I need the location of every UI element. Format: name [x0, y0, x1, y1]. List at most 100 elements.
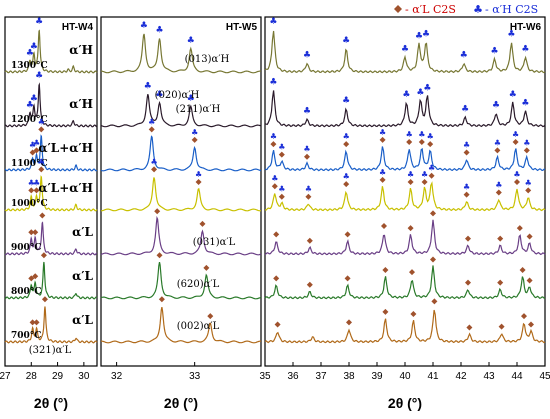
alpha-l-marker [154, 208, 161, 215]
alpha-h-marker: ♣ [491, 46, 499, 56]
miller-index-annotation: (031)α′L [193, 237, 236, 248]
alpha-h-marker: ♣ [270, 132, 277, 141]
alpha-l-marker [526, 277, 533, 284]
alpha-l-marker [528, 321, 534, 328]
xrd-trace-2 [4, 82, 98, 128]
xrd-trace-4 [101, 177, 262, 212]
alpha-l-marker [29, 319, 36, 326]
x-tick-label: 33 [189, 371, 201, 382]
alpha-h-marker: ♣ [342, 96, 350, 106]
alpha-l-marker [278, 151, 285, 158]
alpha-h-marker: ♣ [513, 170, 520, 179]
miller-index-annotation: (002)α′L [177, 321, 220, 332]
alpha-l-marker [306, 281, 313, 288]
alpha-l-marker [382, 308, 389, 315]
x-tick-label: 42 [455, 371, 467, 382]
alpha-h-marker: ♣ [150, 157, 157, 166]
alpha-l-marker [38, 166, 45, 173]
phase-label: α′L [72, 313, 93, 327]
alpha-l-marker [32, 273, 39, 280]
xrd-trace-5 [264, 219, 546, 256]
xrd-trace-4 [4, 175, 98, 212]
xrd-trace-5 [100, 215, 262, 256]
panel-title: HT-W6 [510, 22, 542, 33]
legend-club-icon: ♣ [473, 3, 483, 16]
alpha-l-marker [148, 126, 155, 133]
alpha-l-marker [512, 139, 519, 145]
alpha-h-marker: ♣ [303, 145, 310, 154]
alpha-h-marker: ♣ [303, 51, 311, 61]
alpha-l-marker [191, 136, 198, 143]
temperature-label: 1300°C [11, 61, 48, 71]
alpha-l-marker [29, 149, 36, 156]
miller-index-annotation: (020)α′H [155, 90, 200, 101]
alpha-h-marker: ♣ [26, 49, 34, 59]
xrd-trace-3 [100, 135, 262, 172]
alpha-h-marker: ♣ [35, 71, 43, 81]
alpha-h-marker: ♣ [278, 185, 285, 194]
alpha-h-marker: ♣ [379, 168, 386, 177]
temperature-label: 1200°C [11, 115, 48, 125]
alpha-h-marker: ♣ [187, 36, 195, 46]
x-axis-label: 2θ (°) [388, 395, 422, 411]
alpha-h-marker: ♣ [33, 138, 40, 147]
phase-label: α′L+α′H [38, 141, 93, 155]
alpha-l-marker [521, 313, 527, 320]
alpha-h-marker: ♣ [512, 130, 519, 139]
x-tick-label: 43 [483, 371, 495, 382]
alpha-h-marker: ♣ [507, 30, 515, 40]
alpha-l-marker [381, 223, 387, 229]
alpha-l-marker [427, 141, 434, 148]
alpha-h-marker: ♣ [195, 170, 202, 179]
alpha-h-marker: ♣ [418, 130, 425, 139]
alpha-h-marker: ♣ [422, 30, 430, 40]
x-tick-label: 27 [0, 371, 11, 382]
alpha-l-marker [158, 296, 165, 303]
xrd-trace-4 [264, 181, 546, 212]
temperature-label: 1100°C [11, 159, 48, 169]
alpha-h-marker: ♣ [427, 132, 434, 141]
alpha-l-marker [382, 267, 389, 273]
alpha-l-marker [343, 181, 350, 188]
alpha-l-marker [343, 141, 350, 148]
alpha-h-marker: ♣ [191, 128, 198, 137]
alpha-h-marker: ♣ [492, 100, 500, 110]
alpha-l-marker [430, 256, 436, 263]
alpha-l-marker [495, 189, 502, 196]
temperature-label: 1000°C [11, 199, 48, 209]
alpha-h-marker: ♣ [29, 141, 36, 150]
alpha-l-marker [39, 212, 46, 219]
alpha-h-marker: ♣ [28, 178, 35, 187]
alpha-l-marker [38, 126, 45, 133]
alpha-l-marker [274, 321, 281, 328]
xrd-trace-1 [4, 29, 98, 74]
alpha-h-marker: ♣ [521, 44, 529, 54]
alpha-h-marker: ♣ [30, 42, 38, 52]
xrd-trace-7 [101, 306, 261, 344]
x-tick-label: 44 [511, 371, 523, 382]
alpha-l-marker [516, 225, 523, 232]
legend-entry: - α′H C2S [485, 3, 538, 16]
legend-diamond-icon [394, 5, 402, 13]
alpha-h-marker: ♣ [38, 157, 45, 166]
alpha-h-marker: ♣ [343, 172, 350, 181]
x-tick-label: 45 [539, 371, 550, 382]
phase-label: α′L [72, 269, 93, 283]
alpha-h-marker: ♣ [416, 88, 424, 98]
alpha-l-marker [28, 275, 35, 282]
alpha-l-marker [28, 229, 35, 236]
temperature-label: 800°C [11, 287, 41, 297]
alpha-l-marker [514, 179, 520, 185]
alpha-h-marker: ♣ [379, 128, 386, 137]
alpha-h-marker: ♣ [38, 117, 45, 126]
xrd-trace-3 [264, 146, 546, 172]
x-tick-label: 39 [371, 371, 383, 382]
alpha-h-marker: ♣ [523, 138, 530, 147]
alpha-h-marker: ♣ [407, 170, 414, 179]
phase-label: α′L [72, 225, 93, 239]
miller-index-annotation: (321)α′L [29, 345, 72, 356]
alpha-l-marker [306, 237, 313, 244]
